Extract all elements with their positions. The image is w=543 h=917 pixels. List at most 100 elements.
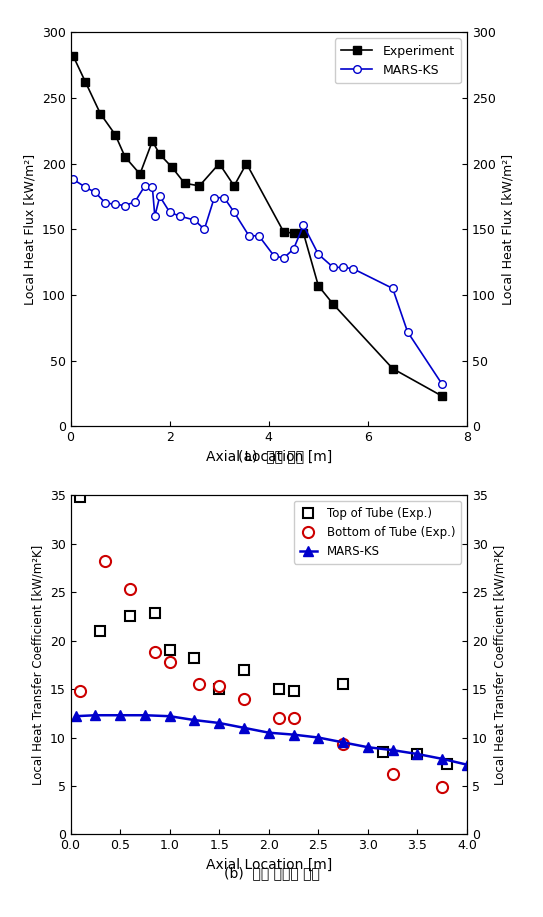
MARS-KS — [365, 742, 371, 753]
Bottom of Tube (Exp.) — [216, 680, 223, 691]
Bottom of Tube (Exp.) — [102, 556, 109, 567]
MARS-KS — [270, 250, 277, 261]
Top of Tube (Exp.) — [444, 758, 450, 769]
MARS-KS — [151, 211, 158, 222]
MARS-KS — [414, 748, 421, 759]
MARS-KS — [122, 200, 128, 211]
Y-axis label: Local Heat Transfer Coefficient [kW/m²K]: Local Heat Transfer Coefficient [kW/m²K] — [31, 545, 45, 785]
Line: Experiment: Experiment — [70, 52, 446, 400]
MARS-KS — [389, 282, 396, 293]
X-axis label: Axial Location [m]: Axial Location [m] — [206, 858, 332, 872]
MARS-KS — [315, 732, 321, 743]
MARS-KS — [102, 197, 109, 208]
Experiment — [122, 151, 128, 162]
Top of Tube (Exp.) — [241, 664, 247, 675]
MARS-KS — [72, 711, 79, 722]
Experiment — [149, 136, 156, 147]
MARS-KS — [82, 182, 89, 193]
Experiment — [330, 299, 337, 310]
Bottom of Tube (Exp.) — [275, 713, 282, 724]
Top of Tube (Exp.) — [340, 679, 346, 690]
MARS-KS — [340, 737, 346, 748]
Top of Tube (Exp.) — [191, 653, 198, 664]
Y-axis label: Local Heat Transfer Coefficient [kW/m²K]: Local Heat Transfer Coefficient [kW/m²K] — [493, 545, 506, 785]
Top of Tube (Exp.) — [127, 611, 134, 622]
Bottom of Tube (Exp.) — [151, 646, 158, 657]
Experiment — [300, 227, 307, 238]
MARS-KS — [256, 230, 262, 241]
Bottom of Tube (Exp.) — [340, 739, 346, 750]
MARS-KS — [176, 211, 183, 222]
MARS-KS — [92, 710, 99, 721]
Top of Tube (Exp.) — [97, 625, 104, 636]
Y-axis label: Local Heat Flux [kW/m²]: Local Heat Flux [kW/m²] — [501, 154, 514, 304]
Text: (b)  국부 열전달 계수: (b) 국부 열전달 계수 — [224, 866, 319, 880]
Experiment — [216, 158, 223, 169]
MARS-KS — [330, 262, 337, 273]
MARS-KS — [389, 745, 396, 756]
MARS-KS — [166, 206, 173, 217]
Text: (a)  국부 열속: (a) 국부 열속 — [238, 448, 305, 463]
MARS-KS — [241, 723, 247, 734]
Legend: Top of Tube (Exp.), Bottom of Tube (Exp.), MARS-KS: Top of Tube (Exp.), Bottom of Tube (Exp.… — [294, 501, 461, 564]
MARS-KS — [266, 727, 272, 738]
MARS-KS — [156, 191, 163, 202]
Experiment — [97, 108, 104, 119]
Experiment — [439, 391, 445, 402]
Experiment — [112, 129, 118, 140]
Line: MARS-KS: MARS-KS — [70, 175, 446, 388]
Experiment — [291, 227, 297, 238]
Bottom of Tube (Exp.) — [291, 713, 297, 724]
MARS-KS — [231, 206, 237, 217]
MARS-KS — [191, 215, 198, 226]
Bottom of Tube (Exp.) — [389, 768, 396, 779]
MARS-KS — [142, 710, 148, 721]
Experiment — [196, 181, 203, 192]
Bottom of Tube (Exp.) — [439, 781, 445, 792]
Top of Tube (Exp.) — [216, 683, 223, 694]
Top of Tube (Exp.) — [291, 686, 297, 697]
Bottom of Tube (Exp.) — [127, 584, 134, 595]
Experiment — [70, 50, 77, 61]
MARS-KS — [112, 199, 118, 210]
Bottom of Tube (Exp.) — [196, 679, 203, 690]
Top of Tube (Exp.) — [414, 748, 421, 759]
Top of Tube (Exp.) — [77, 492, 84, 503]
Experiment — [243, 158, 250, 169]
MARS-KS — [201, 224, 207, 235]
MARS-KS — [439, 754, 445, 765]
MARS-KS — [216, 717, 223, 728]
Experiment — [169, 162, 175, 173]
Top of Tube (Exp.) — [380, 746, 386, 757]
Y-axis label: Local Heat Flux [kW/m²]: Local Heat Flux [kW/m²] — [23, 154, 36, 304]
MARS-KS — [142, 181, 148, 192]
Top of Tube (Exp.) — [275, 683, 282, 694]
MARS-KS — [315, 249, 321, 260]
Experiment — [231, 181, 237, 192]
Legend: Experiment, MARS-KS: Experiment, MARS-KS — [335, 39, 460, 83]
X-axis label: Axial Location [m]: Axial Location [m] — [206, 450, 332, 464]
MARS-KS — [280, 253, 287, 264]
MARS-KS — [221, 193, 228, 204]
MARS-KS — [132, 196, 138, 207]
MARS-KS — [211, 193, 218, 204]
Experiment — [82, 76, 89, 87]
MARS-KS — [300, 220, 307, 231]
MARS-KS — [350, 263, 356, 274]
Top of Tube (Exp.) — [166, 645, 173, 656]
Experiment — [389, 363, 396, 374]
MARS-KS — [149, 182, 156, 193]
Experiment — [280, 226, 287, 238]
Bottom of Tube (Exp.) — [241, 693, 247, 704]
Experiment — [137, 169, 143, 180]
MARS-KS — [70, 174, 77, 185]
MARS-KS — [464, 759, 470, 770]
MARS-KS — [245, 230, 252, 241]
Line: Top of Tube (Exp.): Top of Tube (Exp.) — [75, 492, 452, 768]
Experiment — [181, 178, 188, 189]
Bottom of Tube (Exp.) — [166, 657, 173, 668]
MARS-KS — [291, 729, 297, 740]
Line: MARS-KS: MARS-KS — [71, 711, 471, 769]
MARS-KS — [404, 326, 411, 337]
Top of Tube (Exp.) — [151, 608, 158, 619]
